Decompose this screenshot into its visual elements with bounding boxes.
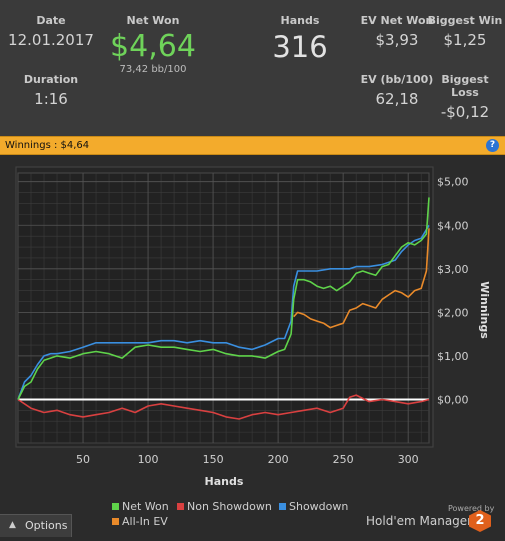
legend-all-in-ev[interactable]: All-In EV [112,515,168,528]
ev-bb100-stat: EV (bb/100) 62,18 [358,73,436,108]
legend-non-showdown[interactable]: Non Showdown [177,500,272,513]
y-tick-label: $3,00 [437,263,469,276]
x-tick-label: 150 [203,453,224,466]
legend-all-in-ev-label: All-In EV [122,515,168,528]
net-won-label: Net Won [126,14,180,27]
options-label: Options [25,519,68,532]
winnings-chart: 50 100 150 200 250 300 $0,00 $1,00 $2,00 $3,00 $4,… [15,166,491,488]
series-line-non-showdown [17,394,430,420]
brand-label: Hold'em Manager [366,514,473,528]
options-button[interactable]: ▲ Options [0,514,72,537]
y-tick-label: $0,00 [437,393,469,406]
legend-net-won-label: Net Won [122,500,169,513]
net-won-stat: Net Won $4,64 73,42 bb/100 [100,14,206,75]
y-tick-label: $1,00 [437,350,469,363]
biggest-loss-stat: Biggest Loss -$0,12 [426,73,504,121]
legend-showdown-swatch [279,502,286,510]
x-tick-label: 200 [268,453,289,466]
hands-value: 316 [272,30,328,64]
legend-showdown[interactable]: Showdown [279,500,348,513]
stats-panel: Date 12.01.2017 Duration 1:16 Net Won $4… [0,0,505,136]
legend-showdown-label: Showdown [289,500,349,513]
ev-bb100-value: 62,18 [375,90,419,108]
x-tick-label: 300 [398,453,419,466]
biggest-loss-label: Biggest Loss [441,73,489,99]
x-tick-label: 50 [76,453,90,466]
x-tick-label: 250 [333,453,354,466]
date-label: Date [36,14,66,27]
ev-bb100-label: EV (bb/100) [360,73,434,86]
plot-area [17,172,430,444]
date-stat: Date 12.01.2017 [2,14,100,49]
help-icon[interactable]: ? [486,139,499,152]
series-line-net-won [17,197,430,400]
biggest-win-value: $1,25 [443,31,487,49]
ev-net-won-value: $3,93 [375,31,419,49]
x-axis-label: Hands [205,475,244,488]
y-tick-label: $4,00 [437,219,469,232]
powered-by-label: Powered by [448,504,495,513]
duration-value: 1:16 [34,90,68,108]
biggest-loss-value: -$0,12 [440,103,490,121]
chart-panel: 50 100 150 200 250 300 $0,00 $1,00 $2,00 $3,00 $4,… [0,155,505,537]
winnings-title: Winnings : $4,64 [5,140,90,151]
brand-logo-icon: 2 [469,510,491,532]
y-axis-label: Winnings [478,281,491,339]
duration-stat: Duration 1:16 [2,73,100,108]
series-line-showdown [17,224,430,400]
y-tick-label: $5,00 [437,176,469,189]
biggest-win-stat: Biggest Win $1,25 [426,14,504,49]
date-value: 12.01.2017 [8,31,94,49]
hands-stat: Hands 316 [255,14,345,64]
legend-all-in-ev-swatch [112,517,119,525]
x-tick-label: 100 [138,453,159,466]
legend-non-showdown-swatch [177,502,184,510]
hands-label: Hands [280,14,320,27]
legend-net-won-swatch [112,502,119,510]
legend-non-showdown-label: Non Showdown [187,500,272,513]
net-won-value: $4,64 [110,29,196,64]
ev-net-won-stat: EV Net Won $3,93 [358,14,436,49]
bb100-value: 73,42 bb/100 [119,64,187,75]
winnings-header-bar: Winnings : $4,64 ? [0,136,505,155]
series-line-all-in-ev [293,228,430,329]
chevron-up-icon: ▲ [9,520,16,530]
y-tick-label: $2,00 [437,306,469,319]
biggest-win-label: Biggest Win [427,14,503,27]
legend-net-won[interactable]: Net Won [112,500,169,513]
duration-label: Duration [23,73,79,86]
ev-net-won-label: EV Net Won [360,14,434,27]
